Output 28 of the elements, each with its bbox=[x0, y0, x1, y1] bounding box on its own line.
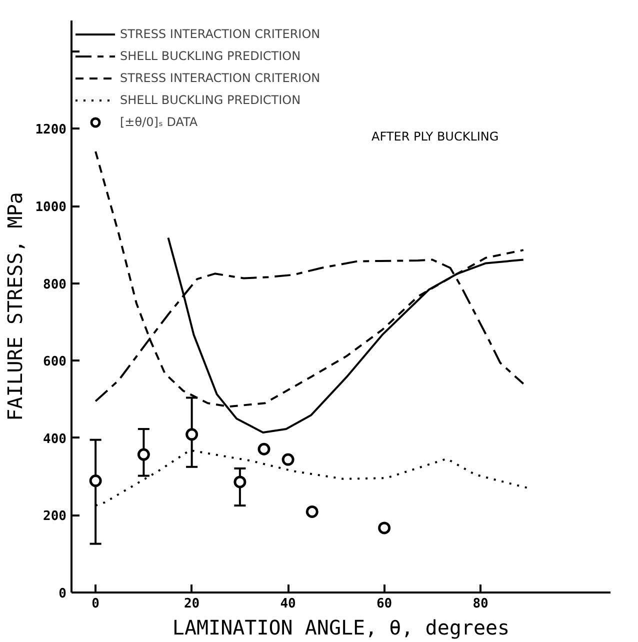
point bbox=[378, 522, 391, 534]
x-axis-title: LAMINATION ANGLE, θ, degrees bbox=[172, 616, 510, 640]
y-tick-label: 200 bbox=[43, 509, 67, 524]
legend-label: [±θ/0]ₛ DATA bbox=[120, 115, 198, 129]
point bbox=[282, 453, 294, 466]
legend-label: STRESS INTERACTION CRITERION bbox=[120, 71, 320, 85]
y-tick-label: 600 bbox=[43, 354, 67, 370]
point bbox=[234, 476, 246, 488]
y-tick-label: 1200 bbox=[35, 122, 67, 138]
y-tick-label: 0 bbox=[58, 586, 67, 602]
x-tick-label: 0 bbox=[92, 596, 100, 612]
y-axis-title: FAILURE STRESS, MPa bbox=[3, 192, 28, 421]
x-tick-label: 80 bbox=[472, 596, 489, 612]
y-tick-label: 1000 bbox=[35, 200, 67, 216]
point bbox=[89, 474, 102, 488]
x-tick-label: 60 bbox=[376, 596, 392, 612]
x-tick-label: 20 bbox=[184, 596, 200, 612]
legend-label: STRESS INTERACTION CRITERION bbox=[120, 27, 320, 41]
point bbox=[258, 442, 270, 456]
x-tick-label: 40 bbox=[280, 596, 296, 612]
y-tick-label: 400 bbox=[43, 432, 67, 447]
legend-label: SHELL BUCKLING PREDICTION bbox=[120, 49, 301, 63]
y-tick-label: 800 bbox=[43, 277, 67, 292]
legend-label: SHELL BUCKLING PREDICTION bbox=[120, 93, 301, 107]
point bbox=[186, 428, 198, 441]
annotation: AFTER PLY BUCKLING bbox=[372, 130, 499, 144]
point bbox=[137, 448, 150, 461]
point bbox=[306, 505, 318, 518]
